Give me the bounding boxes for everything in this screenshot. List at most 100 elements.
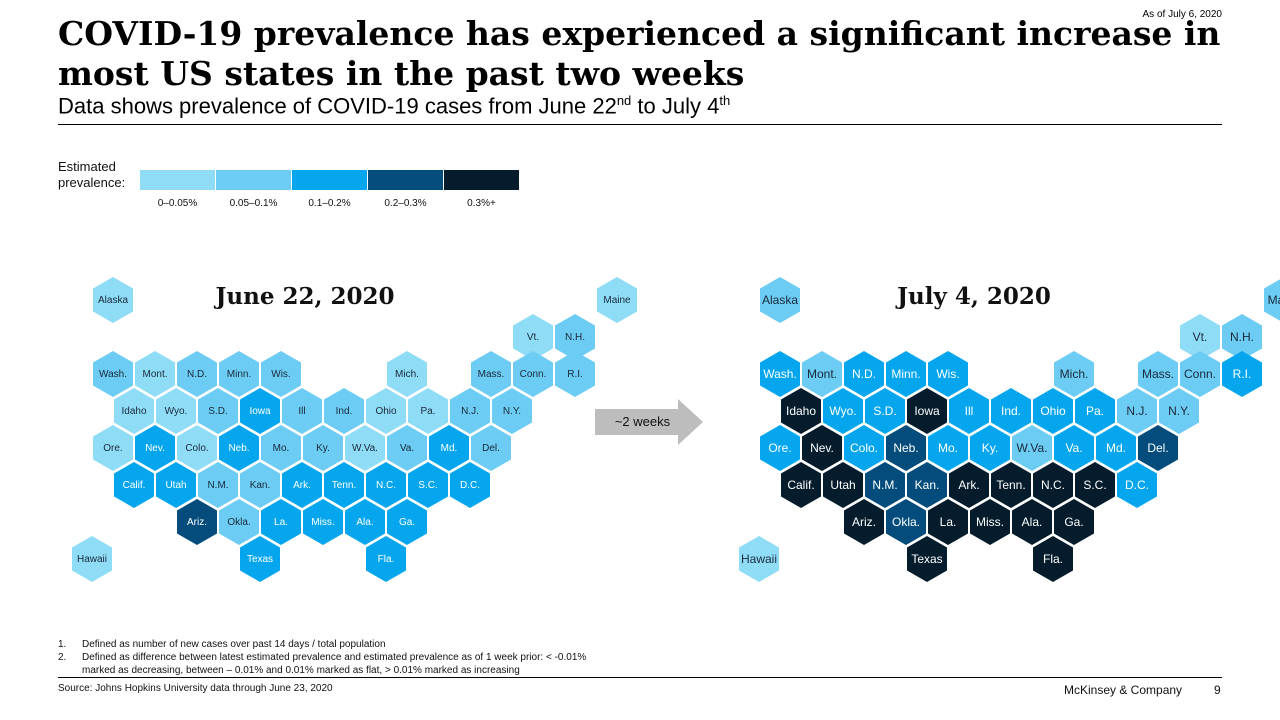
state-label: R.I.: [1232, 366, 1252, 381]
state-label: Ill: [298, 405, 306, 417]
state-label: Wis.: [271, 368, 291, 380]
legend-bin-label: 0–0.05%: [157, 198, 198, 209]
state-label: Miss.: [311, 516, 335, 528]
state-label: Mass.: [1141, 366, 1174, 381]
two-weeks-arrow: ~2 weeks: [595, 399, 703, 445]
state-label: Fla.: [377, 553, 395, 565]
state-hex: Maine: [597, 277, 637, 323]
state-label: Idaho: [785, 403, 817, 418]
state-label: Ark.: [293, 479, 311, 491]
state-hex: Okla.: [886, 499, 926, 545]
state-label: Hawaii: [740, 551, 777, 566]
state-label: Texas: [911, 551, 943, 566]
state-label: S.C.: [418, 479, 438, 491]
subtitle-mid: to July 4: [631, 93, 720, 119]
state-label: Ala.: [356, 516, 374, 528]
subtitle-sup-2: th: [719, 93, 731, 108]
state-hex: Neb.: [886, 425, 926, 471]
state-label: N.D.: [187, 368, 207, 380]
state-label: Wis.: [936, 366, 960, 381]
state-label: S.D.: [873, 403, 897, 418]
state-label: Ky.: [981, 440, 999, 455]
footnote-number: 1.: [58, 639, 67, 650]
state-label: Nev.: [145, 442, 165, 454]
state-label: Calif.: [787, 477, 815, 492]
state-label: Okla.: [227, 516, 251, 528]
state-label: N.M.: [207, 479, 229, 491]
state-label: Ala.: [1021, 514, 1043, 529]
brand-name: McKinsey & Company: [1064, 683, 1183, 697]
state-label: W.Va.: [1016, 440, 1048, 455]
state-label: N.Y.: [1168, 403, 1190, 418]
state-label: N.H.: [1230, 329, 1254, 344]
state-label: Colo.: [185, 442, 209, 454]
state-label: Fla.: [1042, 551, 1063, 566]
state-label: Ind.: [335, 405, 353, 417]
state-hex: Colo.: [844, 425, 884, 471]
state-label: D.C.: [1125, 477, 1149, 492]
state-label: Maine: [1267, 292, 1280, 307]
state-label: Neb.: [228, 442, 250, 454]
state-hex: Mont.: [802, 351, 842, 397]
state-hex: Ga.: [1054, 499, 1094, 545]
state-label: Utah: [830, 477, 856, 492]
state-label: Ore.: [768, 440, 792, 455]
state-hex: Wash.: [760, 351, 800, 397]
state-label: Iowa: [914, 403, 940, 418]
state-label: N.Y.: [502, 405, 522, 417]
state-label: Mass.: [477, 368, 505, 380]
legend-bin-label: 0.05–0.1%: [229, 198, 278, 209]
state-label: Ind.: [1000, 403, 1021, 418]
as-of-date: As of July 6, 2020: [1142, 9, 1223, 20]
header-divider: [58, 124, 1222, 125]
state-label: Colo.: [849, 440, 878, 455]
state-hex: Texas: [240, 536, 280, 582]
footnote-number: 2.: [58, 652, 67, 663]
state-hex: Hawaii: [739, 536, 779, 582]
subtitle-sup-1: nd: [616, 93, 632, 108]
state-hex: Ky.: [970, 425, 1010, 471]
state-label: Neb.: [893, 440, 919, 455]
state-hex: S.C.: [1075, 462, 1115, 508]
state-label: Conn.: [1183, 366, 1217, 381]
state-label: Mo.: [272, 442, 290, 454]
arrow-right-icon: [595, 399, 703, 445]
state-label: Tenn.: [996, 477, 1026, 492]
state-hex: N.C.: [1033, 462, 1073, 508]
state-label: Ark.: [958, 477, 980, 492]
state-label: Minn.: [891, 366, 921, 381]
state-label: N.M.: [872, 477, 898, 492]
state-hex: Ala.: [1012, 499, 1052, 545]
state-hex: Ore.: [760, 425, 800, 471]
state-label: Vt.: [526, 331, 540, 343]
state-hex: Mich.: [1054, 351, 1094, 397]
state-label: Maine: [603, 294, 631, 306]
state-label: Wyo.: [829, 403, 857, 418]
footer-divider: [58, 677, 1222, 678]
state-label: R.I.: [567, 368, 583, 380]
arrow-label: ~2 weeks: [614, 414, 671, 429]
state-label: Mo.: [937, 440, 958, 455]
state-label: N.D.: [852, 366, 876, 381]
subtitle-lead: Data shows prevalence of COVID-19 cases …: [58, 93, 617, 119]
state-label: N.J.: [461, 405, 479, 417]
page-title: COVID-19 prevalence has experienced a si…: [58, 14, 1221, 93]
state-hex: Md.: [1096, 425, 1136, 471]
state-hex: Del.: [1138, 425, 1178, 471]
legend-item: 0.05–0.1%: [216, 170, 291, 209]
footnote: 1. Defined as number of new cases over pa…: [58, 638, 586, 651]
state-label: Texas: [246, 553, 274, 565]
state-hex: Wis.: [928, 351, 968, 397]
legend-item: 0.1–0.2%: [292, 170, 367, 209]
state-hex: Mass.: [1138, 351, 1178, 397]
state-label: Vt.: [1192, 329, 1208, 344]
state-label: Idaho: [121, 405, 147, 417]
state-hex: Wyo.: [823, 388, 863, 434]
legend-item: 0.3%+: [444, 170, 519, 209]
state-label: Mich.: [395, 368, 419, 380]
state-label: Wash.: [763, 366, 797, 381]
state-hex: Idaho: [781, 388, 821, 434]
legend-bin-label: 0.3%+: [467, 198, 496, 209]
state-hex: Ind.: [991, 388, 1031, 434]
